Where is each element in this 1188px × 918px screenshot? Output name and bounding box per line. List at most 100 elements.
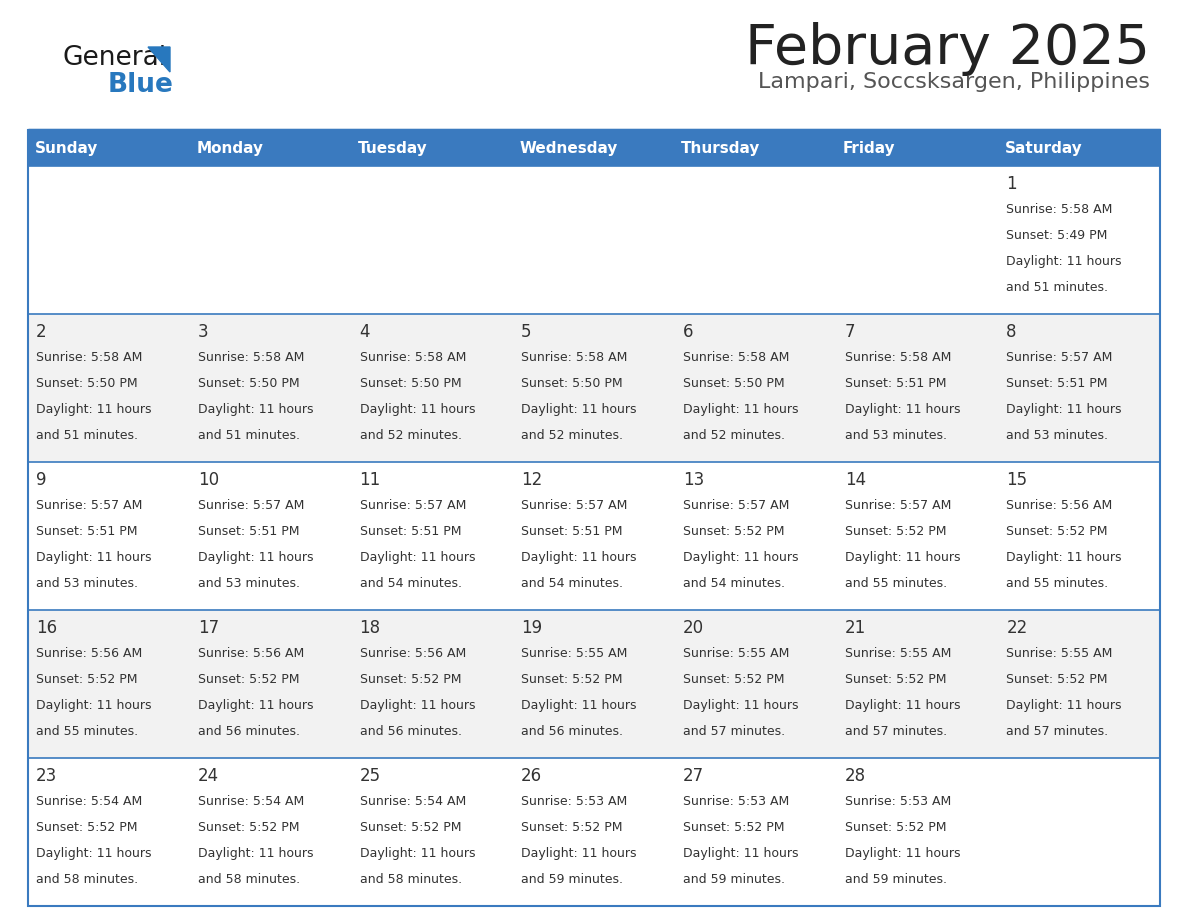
Text: February 2025: February 2025 bbox=[745, 22, 1150, 76]
Polygon shape bbox=[148, 47, 170, 72]
Text: Daylight: 11 hours: Daylight: 11 hours bbox=[683, 403, 798, 416]
Text: Sunset: 5:52 PM: Sunset: 5:52 PM bbox=[197, 673, 299, 686]
Text: Sunrise: 5:58 AM: Sunrise: 5:58 AM bbox=[360, 351, 466, 364]
Text: Sunrise: 5:57 AM: Sunrise: 5:57 AM bbox=[360, 499, 466, 512]
Text: Wednesday: Wednesday bbox=[519, 140, 618, 155]
Text: Daylight: 11 hours: Daylight: 11 hours bbox=[522, 551, 637, 564]
Text: Sunset: 5:50 PM: Sunset: 5:50 PM bbox=[36, 377, 138, 390]
Text: Sunset: 5:52 PM: Sunset: 5:52 PM bbox=[845, 673, 946, 686]
Text: 18: 18 bbox=[360, 619, 380, 637]
Text: Friday: Friday bbox=[843, 140, 896, 155]
Text: Sunrise: 5:54 AM: Sunrise: 5:54 AM bbox=[36, 795, 143, 808]
Text: Sunset: 5:52 PM: Sunset: 5:52 PM bbox=[683, 821, 784, 834]
Text: Daylight: 11 hours: Daylight: 11 hours bbox=[36, 699, 152, 711]
Text: 8: 8 bbox=[1006, 323, 1017, 341]
Text: 1: 1 bbox=[1006, 175, 1017, 193]
Text: Daylight: 11 hours: Daylight: 11 hours bbox=[845, 699, 960, 711]
Text: 9: 9 bbox=[36, 471, 46, 489]
Text: Sunrise: 5:54 AM: Sunrise: 5:54 AM bbox=[197, 795, 304, 808]
Text: Daylight: 11 hours: Daylight: 11 hours bbox=[360, 699, 475, 711]
Text: Sunrise: 5:57 AM: Sunrise: 5:57 AM bbox=[845, 499, 952, 512]
Text: Sunset: 5:52 PM: Sunset: 5:52 PM bbox=[522, 673, 623, 686]
Text: Daylight: 11 hours: Daylight: 11 hours bbox=[197, 403, 314, 416]
Text: and 59 minutes.: and 59 minutes. bbox=[522, 873, 624, 886]
Text: Daylight: 11 hours: Daylight: 11 hours bbox=[36, 551, 152, 564]
Text: Daylight: 11 hours: Daylight: 11 hours bbox=[360, 403, 475, 416]
Text: and 59 minutes.: and 59 minutes. bbox=[845, 873, 947, 886]
Text: Sunrise: 5:55 AM: Sunrise: 5:55 AM bbox=[683, 647, 789, 660]
Text: Sunrise: 5:58 AM: Sunrise: 5:58 AM bbox=[1006, 203, 1113, 216]
Text: Daylight: 11 hours: Daylight: 11 hours bbox=[197, 846, 314, 860]
Text: Sunset: 5:51 PM: Sunset: 5:51 PM bbox=[522, 525, 623, 538]
Text: Daylight: 11 hours: Daylight: 11 hours bbox=[197, 551, 314, 564]
Text: Sunset: 5:50 PM: Sunset: 5:50 PM bbox=[683, 377, 784, 390]
Text: Sunrise: 5:57 AM: Sunrise: 5:57 AM bbox=[36, 499, 143, 512]
Text: and 56 minutes.: and 56 minutes. bbox=[360, 724, 461, 738]
Text: and 57 minutes.: and 57 minutes. bbox=[1006, 724, 1108, 738]
Text: 28: 28 bbox=[845, 767, 866, 785]
Text: Daylight: 11 hours: Daylight: 11 hours bbox=[1006, 403, 1121, 416]
Text: Sunrise: 5:58 AM: Sunrise: 5:58 AM bbox=[683, 351, 789, 364]
Text: Daylight: 11 hours: Daylight: 11 hours bbox=[683, 846, 798, 860]
Text: Sunset: 5:51 PM: Sunset: 5:51 PM bbox=[36, 525, 138, 538]
Text: Daylight: 11 hours: Daylight: 11 hours bbox=[197, 699, 314, 711]
Text: Sunset: 5:52 PM: Sunset: 5:52 PM bbox=[683, 525, 784, 538]
Text: Thursday: Thursday bbox=[682, 140, 760, 155]
Text: and 53 minutes.: and 53 minutes. bbox=[845, 429, 947, 442]
Text: and 57 minutes.: and 57 minutes. bbox=[845, 724, 947, 738]
Text: Daylight: 11 hours: Daylight: 11 hours bbox=[36, 403, 152, 416]
Bar bbox=[29, 610, 1159, 758]
Text: and 53 minutes.: and 53 minutes. bbox=[197, 577, 299, 589]
Text: Daylight: 11 hours: Daylight: 11 hours bbox=[1006, 255, 1121, 268]
Text: Sunset: 5:52 PM: Sunset: 5:52 PM bbox=[845, 821, 946, 834]
Bar bbox=[29, 166, 1159, 314]
Text: Sunrise: 5:57 AM: Sunrise: 5:57 AM bbox=[197, 499, 304, 512]
Text: Sunrise: 5:56 AM: Sunrise: 5:56 AM bbox=[197, 647, 304, 660]
Text: Daylight: 11 hours: Daylight: 11 hours bbox=[360, 551, 475, 564]
Text: and 52 minutes.: and 52 minutes. bbox=[522, 429, 624, 442]
Text: 19: 19 bbox=[522, 619, 543, 637]
Text: and 58 minutes.: and 58 minutes. bbox=[36, 873, 138, 886]
Text: and 52 minutes.: and 52 minutes. bbox=[683, 429, 785, 442]
Text: Sunrise: 5:58 AM: Sunrise: 5:58 AM bbox=[197, 351, 304, 364]
Text: Blue: Blue bbox=[108, 72, 173, 98]
Text: 14: 14 bbox=[845, 471, 866, 489]
Text: Sunset: 5:52 PM: Sunset: 5:52 PM bbox=[36, 821, 138, 834]
Text: 15: 15 bbox=[1006, 471, 1028, 489]
Text: 4: 4 bbox=[360, 323, 369, 341]
Text: and 51 minutes.: and 51 minutes. bbox=[36, 429, 138, 442]
Text: 2: 2 bbox=[36, 323, 46, 341]
Text: Sunset: 5:50 PM: Sunset: 5:50 PM bbox=[522, 377, 623, 390]
Text: Sunset: 5:52 PM: Sunset: 5:52 PM bbox=[1006, 525, 1108, 538]
Text: Daylight: 11 hours: Daylight: 11 hours bbox=[845, 403, 960, 416]
Text: and 51 minutes.: and 51 minutes. bbox=[1006, 281, 1108, 294]
Text: and 55 minutes.: and 55 minutes. bbox=[1006, 577, 1108, 589]
Text: Lampari, Soccsksargen, Philippines: Lampari, Soccsksargen, Philippines bbox=[758, 72, 1150, 92]
Text: and 58 minutes.: and 58 minutes. bbox=[360, 873, 462, 886]
Text: Sunday: Sunday bbox=[34, 140, 97, 155]
Text: Sunrise: 5:54 AM: Sunrise: 5:54 AM bbox=[360, 795, 466, 808]
Text: 24: 24 bbox=[197, 767, 219, 785]
Bar bbox=[29, 130, 1159, 166]
Text: Sunrise: 5:57 AM: Sunrise: 5:57 AM bbox=[683, 499, 789, 512]
Text: and 58 minutes.: and 58 minutes. bbox=[197, 873, 299, 886]
Text: 3: 3 bbox=[197, 323, 208, 341]
Text: Daylight: 11 hours: Daylight: 11 hours bbox=[845, 846, 960, 860]
Text: Daylight: 11 hours: Daylight: 11 hours bbox=[1006, 551, 1121, 564]
Text: Sunset: 5:51 PM: Sunset: 5:51 PM bbox=[360, 525, 461, 538]
Text: and 51 minutes.: and 51 minutes. bbox=[197, 429, 299, 442]
Text: 25: 25 bbox=[360, 767, 380, 785]
Text: 17: 17 bbox=[197, 619, 219, 637]
Text: Sunset: 5:52 PM: Sunset: 5:52 PM bbox=[360, 673, 461, 686]
Text: 13: 13 bbox=[683, 471, 704, 489]
Text: Sunset: 5:52 PM: Sunset: 5:52 PM bbox=[1006, 673, 1108, 686]
Text: Daylight: 11 hours: Daylight: 11 hours bbox=[1006, 699, 1121, 711]
Text: Daylight: 11 hours: Daylight: 11 hours bbox=[522, 699, 637, 711]
Text: 16: 16 bbox=[36, 619, 57, 637]
Text: Sunrise: 5:58 AM: Sunrise: 5:58 AM bbox=[845, 351, 952, 364]
Text: Sunset: 5:52 PM: Sunset: 5:52 PM bbox=[197, 821, 299, 834]
Text: Daylight: 11 hours: Daylight: 11 hours bbox=[683, 551, 798, 564]
Text: Sunrise: 5:55 AM: Sunrise: 5:55 AM bbox=[845, 647, 952, 660]
Text: and 54 minutes.: and 54 minutes. bbox=[683, 577, 785, 589]
Text: Saturday: Saturday bbox=[1005, 140, 1082, 155]
